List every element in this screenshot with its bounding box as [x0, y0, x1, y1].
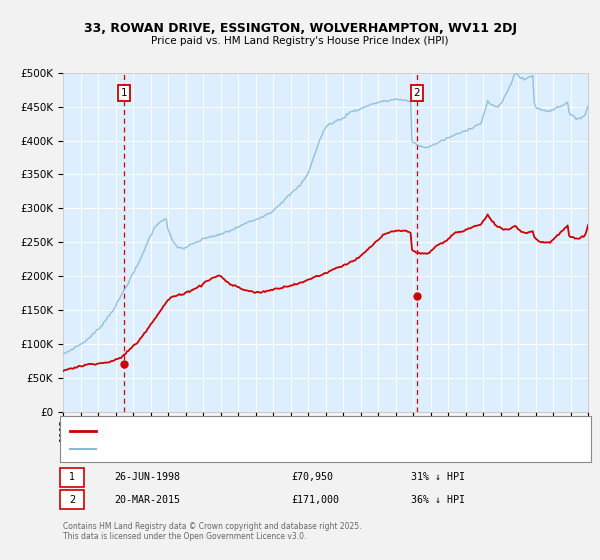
Text: 36% ↓ HPI: 36% ↓ HPI [411, 494, 465, 505]
Text: 33, ROWAN DRIVE, ESSINGTON, WOLVERHAMPTON, WV11 2DJ (detached house): 33, ROWAN DRIVE, ESSINGTON, WOLVERHAMPTO… [101, 427, 448, 436]
Text: 2: 2 [69, 494, 75, 505]
Text: £171,000: £171,000 [291, 494, 339, 505]
Text: 20-MAR-2015: 20-MAR-2015 [114, 494, 180, 505]
Text: £70,950: £70,950 [291, 472, 333, 482]
Text: 26-JUN-1998: 26-JUN-1998 [114, 472, 180, 482]
Text: 2: 2 [413, 88, 420, 98]
Text: Price paid vs. HM Land Registry's House Price Index (HPI): Price paid vs. HM Land Registry's House … [151, 36, 449, 46]
Text: HPI: Average price, detached house, South Staffordshire: HPI: Average price, detached house, Sout… [101, 445, 344, 454]
Text: 1: 1 [121, 88, 127, 98]
Text: Contains HM Land Registry data © Crown copyright and database right 2025.
This d: Contains HM Land Registry data © Crown c… [63, 522, 361, 542]
Text: 1: 1 [69, 472, 75, 482]
Text: 33, ROWAN DRIVE, ESSINGTON, WOLVERHAMPTON, WV11 2DJ: 33, ROWAN DRIVE, ESSINGTON, WOLVERHAMPTO… [83, 22, 517, 35]
Text: 31% ↓ HPI: 31% ↓ HPI [411, 472, 465, 482]
